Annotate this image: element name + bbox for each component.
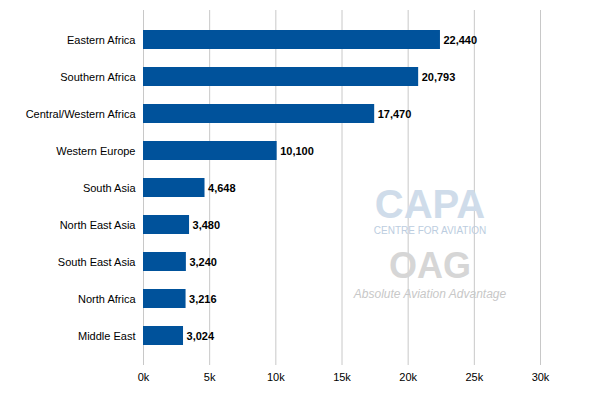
svg-text:Central/Western Africa: Central/Western Africa [26,108,137,120]
svg-text:3,480: 3,480 [193,219,221,231]
svg-text:North East Asia: North East Asia [60,219,137,231]
svg-text:OAG: OAG [389,245,471,286]
svg-text:South Asia: South Asia [83,182,136,194]
svg-text:5k: 5k [204,371,216,383]
svg-text:15k: 15k [333,371,351,383]
svg-text:Absolute Aviation Advantage: Absolute Aviation Advantage [353,287,507,301]
svg-text:22,440: 22,440 [443,34,477,46]
svg-text:3,024: 3,024 [187,330,215,342]
svg-text:0k: 0k [138,371,150,383]
svg-text:3,216: 3,216 [189,293,217,305]
svg-text:CAPA: CAPA [375,182,485,226]
svg-text:10k: 10k [267,371,285,383]
svg-text:3,240: 3,240 [189,256,217,268]
svg-text:20k: 20k [399,371,417,383]
svg-text:Southern Africa: Southern Africa [60,71,136,83]
svg-text:Western Europe: Western Europe [56,145,135,157]
svg-text:Middle East: Middle East [78,330,135,342]
svg-text:CENTRE FOR AVIATION: CENTRE FOR AVIATION [374,225,486,236]
svg-text:20,793: 20,793 [422,71,456,83]
svg-text:4,648: 4,648 [208,182,236,194]
svg-text:Eastern Africa: Eastern Africa [67,34,136,46]
svg-text:South East Asia: South East Asia [58,256,137,268]
svg-text:10,100: 10,100 [280,145,314,157]
svg-text:North Africa: North Africa [78,293,136,305]
svg-text:25k: 25k [465,371,483,383]
svg-text:30k: 30k [532,371,550,383]
svg-text:17,470: 17,470 [378,108,412,120]
